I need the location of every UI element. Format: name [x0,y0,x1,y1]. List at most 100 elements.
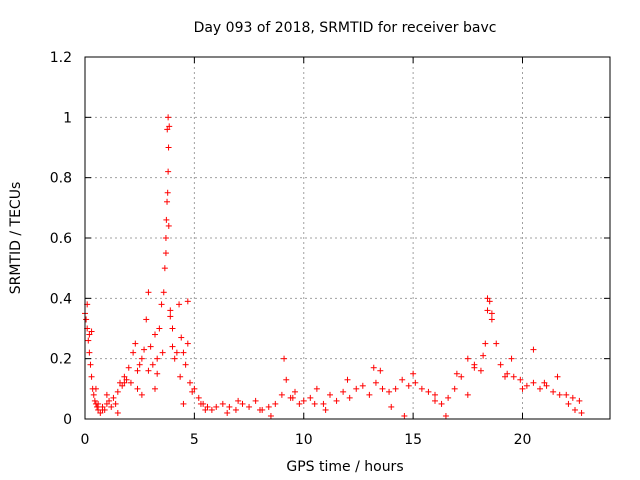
data-point [386,388,393,395]
data-point [523,382,530,389]
data-points [82,114,585,419]
x-tick-label: 20 [514,432,532,448]
data-point [161,265,168,272]
data-point [572,406,578,413]
data-point [410,370,417,377]
data-point [165,144,172,151]
x-axis-label: GPS time / hours [286,459,403,475]
data-point [550,388,557,395]
data-point [108,403,115,410]
data-point [166,123,173,130]
data-point [224,409,231,416]
data-point [565,400,572,407]
data-point [379,385,386,392]
data-point [158,301,165,308]
data-point [138,391,145,398]
data-point [399,376,406,383]
data-point [543,382,550,389]
data-point [180,349,187,356]
data-point [86,331,93,338]
data-point [508,355,515,362]
data-point [177,373,184,380]
data-point [554,373,561,380]
data-point [178,334,185,341]
data-point [480,352,487,359]
data-point [246,403,253,410]
data-point [418,385,425,392]
data-point [438,400,445,407]
data-point [445,394,452,401]
data-point [85,337,92,344]
data-point [458,373,465,380]
data-point [184,298,191,305]
data-point [370,364,377,371]
data-point [208,406,215,413]
data-point [169,343,176,350]
data-point [136,361,143,368]
data-point [95,400,102,407]
data-point [517,376,524,383]
data-point [497,361,504,368]
data-point [569,394,576,401]
data-point [184,340,191,347]
data-point [451,385,458,392]
data-point [265,403,272,410]
data-point [114,388,121,395]
data-point [134,385,141,392]
data-point [344,376,351,383]
x-tick-label: 15 [404,432,422,448]
data-point [171,355,178,362]
data-point [392,385,399,392]
y-tick-label: 0.4 [50,291,72,307]
data-point [267,412,274,419]
data-point [405,382,412,389]
data-point [432,391,438,398]
data-point [152,331,158,338]
data-point [510,373,517,380]
data-point [278,391,285,398]
data-point [99,406,106,413]
data-point [202,406,209,413]
data-point [138,355,145,362]
data-point [289,394,296,401]
data-point [162,250,169,257]
data-point [149,361,156,368]
data-point [165,222,172,229]
data-point [130,349,137,356]
data-point [152,385,158,392]
data-point [195,394,202,401]
data-point [143,316,150,323]
data-point [154,370,161,377]
data-point [88,328,95,335]
data-point [173,349,180,356]
data-point [313,385,320,392]
data-point [493,340,500,347]
data-point [556,391,563,398]
y-tick-label: 0.2 [50,352,72,368]
data-point [121,373,128,380]
data-point [163,216,170,223]
data-point [167,307,174,314]
data-point [189,388,196,395]
y-tick-label: 1 [63,110,72,126]
data-point [519,385,526,392]
data-point [563,391,570,398]
data-point [281,355,288,362]
data-point [134,367,141,374]
data-point [154,355,161,362]
data-point [340,388,347,395]
axis-ticks: 0 5 10 15 20 0 0.2 0.4 0.6 0.8 1 1.2 [50,50,610,448]
data-point [112,400,119,407]
data-point [576,397,583,404]
data-point [377,367,384,374]
data-point [94,403,101,410]
data-point [292,388,298,395]
data-point [92,385,99,392]
data-point [412,379,419,386]
data-point [530,346,537,353]
data-point [226,403,233,410]
data-point [90,391,97,398]
data-point [147,343,154,350]
data-point [187,379,193,386]
data-point [300,397,307,404]
